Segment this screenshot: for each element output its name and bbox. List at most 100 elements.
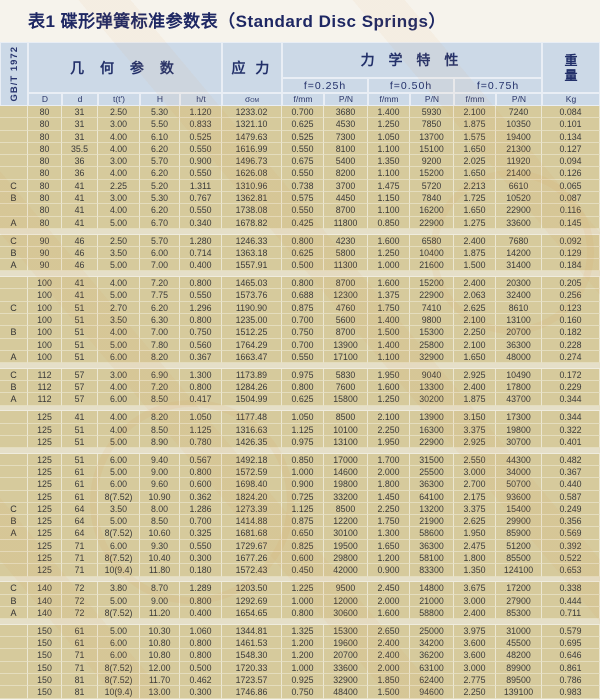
value-cell: 9.30	[140, 539, 180, 553]
value-cell: 100	[28, 313, 62, 327]
value-cell: 0.714	[180, 246, 222, 260]
value-cell: 1723.57	[222, 673, 282, 687]
value-cell: 150	[28, 661, 62, 674]
value-cell: 15200	[410, 277, 454, 290]
value-cell: 41	[62, 204, 98, 217]
value-cell: 9.00	[140, 594, 180, 607]
value-cell: 57	[62, 393, 98, 406]
table-row: 150 81 10(9.4) 13.00 0.300 1746.86 0.750 48400 1…	[0, 686, 600, 699]
value-cell: 20700	[324, 649, 368, 662]
value-cell: 41	[62, 192, 98, 205]
value-cell: 25500	[410, 465, 454, 479]
series-letter-cell: C	[0, 179, 28, 193]
value-cell: 81	[62, 673, 98, 687]
value-cell: 2.250	[454, 686, 496, 699]
value-cell: 8(7.52)	[98, 527, 140, 540]
series-letter-cell: C	[0, 582, 28, 595]
value-cell: 13100	[496, 313, 542, 327]
value-cell: 13200	[410, 502, 454, 516]
value-cell: 51	[62, 453, 98, 466]
value-cell: 0.800	[282, 277, 324, 290]
value-cell: 9.60	[140, 478, 180, 491]
standard-code-vertical-text: GB/T 1972	[8, 46, 20, 102]
value-cell: 7410	[410, 301, 454, 314]
value-cell: 51	[62, 423, 98, 436]
value-cell: 3.375	[454, 423, 496, 436]
value-cell: 36300	[410, 539, 454, 553]
value-cell: 19500	[324, 539, 368, 553]
value-cell: 5.00	[98, 289, 140, 302]
value-cell: 14200	[496, 246, 542, 260]
value-cell: 3.150	[454, 411, 496, 424]
value-cell: 8100	[324, 142, 368, 156]
value-cell: 7600	[324, 381, 368, 394]
page-title: 表1 碟形弹簧标准参数表（Standard Disc Springs）	[28, 12, 446, 31]
value-cell: 100	[28, 289, 62, 302]
value-cell: 0.900	[282, 478, 324, 491]
table-row: A 80 41 5.00 6.70 0.340 1678.82 0.425 11800 0.850…	[0, 216, 600, 229]
value-cell: 5.00	[98, 259, 140, 272]
value-cell: 0.300	[180, 552, 222, 565]
value-cell: 8.20	[140, 350, 180, 364]
value-cell: 1.311	[180, 179, 222, 193]
table-row: 80 31 4.00 6.10 0.525 1479.63 0.525 7300 1.050 13…	[0, 130, 600, 143]
value-cell: 1.875	[454, 393, 496, 406]
value-cell: 125	[28, 411, 62, 424]
column-label-kg: Kg	[542, 93, 600, 106]
value-cell: 1.200	[282, 649, 324, 662]
value-cell: 46	[62, 234, 98, 247]
table-row: C 80 41 2.25 5.20 1.311 1310.96 0.738 3700 1.475 5…	[0, 179, 600, 193]
group-separator	[0, 271, 600, 278]
group-separator	[0, 619, 600, 625]
value-cell: 10.30	[140, 624, 180, 638]
value-cell: 41	[62, 277, 98, 290]
value-cell: 1.950	[368, 368, 410, 382]
value-cell: 5.00	[98, 515, 140, 528]
value-cell: 0.750	[282, 326, 324, 339]
value-cell: 3.00	[98, 118, 140, 131]
value-cell: 61	[62, 624, 98, 638]
value-cell: 20700	[496, 326, 542, 339]
value-cell: 12000	[324, 594, 368, 607]
table-row: A 90 46 5.00 7.00 0.400 1557.91 0.500 11300 1.000…	[0, 259, 600, 272]
series-letter-cell: C	[0, 301, 28, 314]
value-cell: 1.325	[282, 624, 324, 638]
value-cell: 33600	[324, 661, 368, 674]
value-cell: 11300	[324, 259, 368, 272]
value-cell: 5.70	[140, 155, 180, 168]
value-cell: 15300	[324, 624, 368, 638]
value-cell: 5800	[324, 246, 368, 260]
value-cell: 2.213	[454, 179, 496, 193]
value-cell: 34000	[496, 465, 542, 479]
value-cell: 0.550	[282, 167, 324, 180]
value-cell: 1246.33	[222, 234, 282, 247]
value-cell: 0.084	[542, 106, 600, 119]
value-cell: 61	[62, 465, 98, 479]
value-cell: 100	[28, 350, 62, 364]
value-cell: 112	[28, 393, 62, 406]
value-cell: 81	[62, 686, 98, 699]
value-cell: 10(9.4)	[98, 564, 140, 577]
value-cell: 5.00	[98, 624, 140, 638]
value-cell: 0.401	[542, 435, 600, 449]
value-cell: 80	[28, 130, 62, 143]
value-cell: 1677.26	[222, 552, 282, 565]
value-cell: 27900	[496, 594, 542, 607]
value-cell: 0.625	[282, 393, 324, 406]
value-cell: 13100	[324, 435, 368, 449]
value-cell: 2.25	[98, 179, 140, 193]
value-cell: 2.400	[454, 606, 496, 620]
value-cell: 1678.82	[222, 216, 282, 229]
value-cell: 8(7.52)	[98, 490, 140, 503]
value-cell: 19800	[324, 478, 368, 491]
value-cell: 1698.40	[222, 478, 282, 491]
series-letter-cell: C	[0, 234, 28, 247]
value-cell: 125	[28, 478, 62, 491]
value-cell: 1.000	[282, 594, 324, 607]
value-cell: 6.00	[98, 478, 140, 491]
value-cell: 51	[62, 435, 98, 449]
series-letter-cell: B	[0, 515, 28, 528]
table-row: 150 71 6.00 10.80 0.800 1548.30 1.200 20700 2.40…	[0, 649, 600, 662]
value-cell: 51	[62, 313, 98, 327]
value-cell: 4.00	[98, 142, 140, 156]
